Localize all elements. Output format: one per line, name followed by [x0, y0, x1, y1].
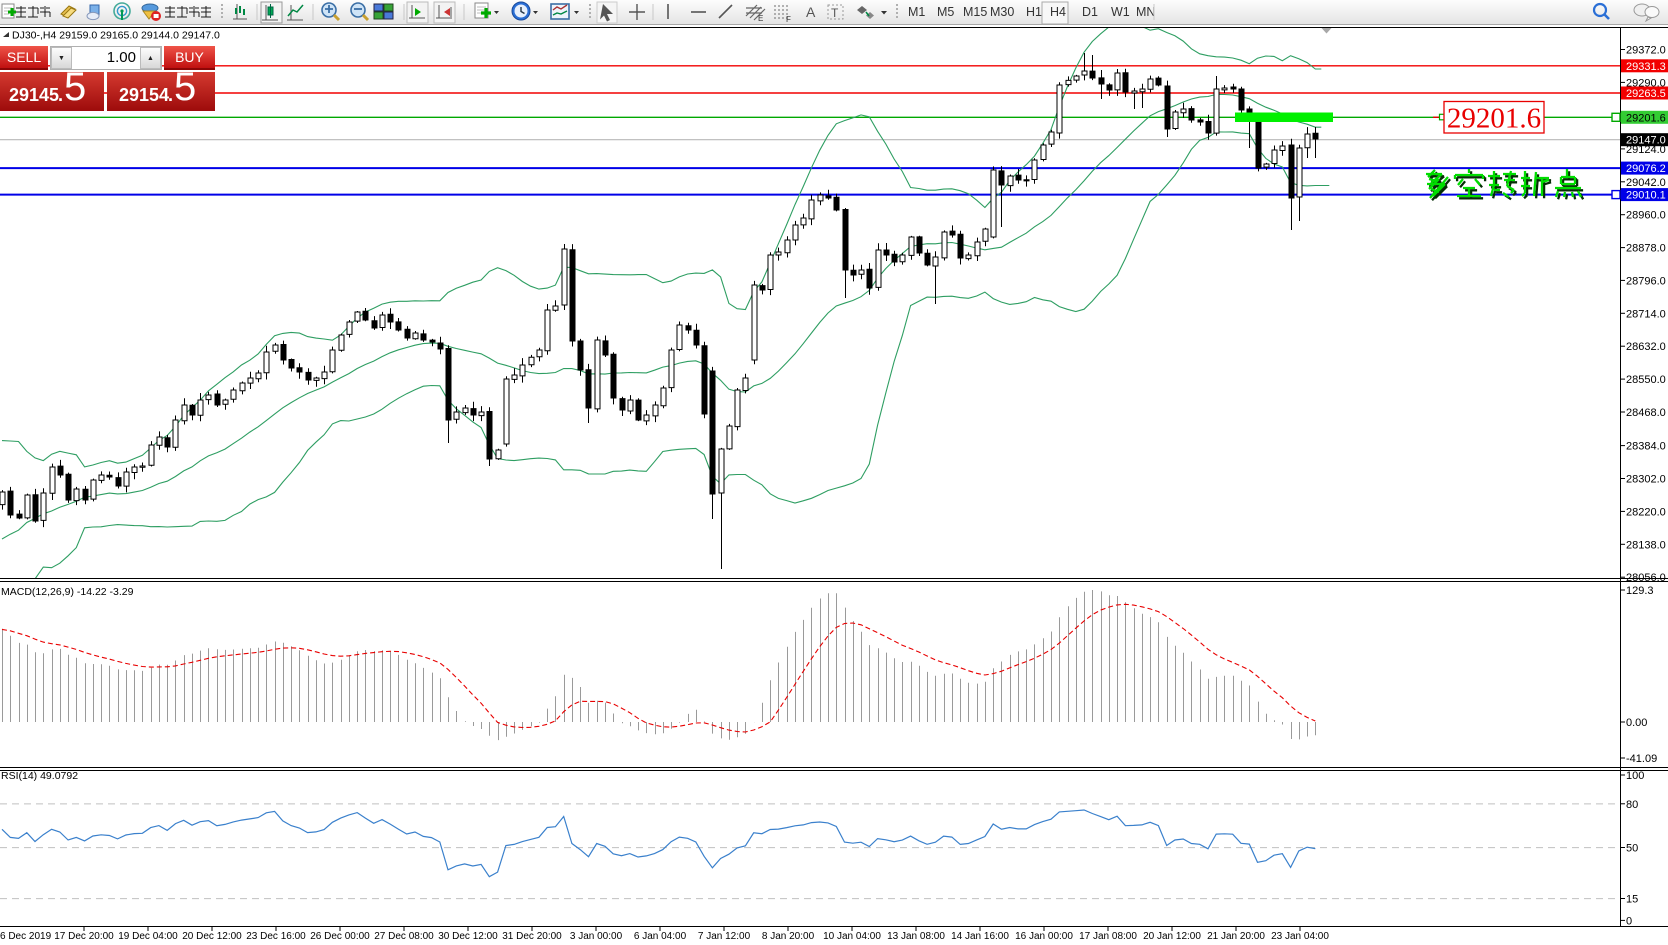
svg-text:31 Dec 20:00: 31 Dec 20:00	[502, 931, 562, 942]
svg-text:RSI(14) 49.0792: RSI(14) 49.0792	[1, 770, 78, 782]
svg-text:20 Jan 12:00: 20 Jan 12:00	[1143, 931, 1201, 942]
svg-text:80: 80	[1626, 799, 1638, 811]
svg-text:MN: MN	[1136, 5, 1155, 19]
svg-text:3 Jan 00:00: 3 Jan 00:00	[570, 931, 623, 942]
svg-text:DJ30-,H4 29159.0 29165.0 2914: DJ30-,H4 29159.0 29165.0 29144.0 29147.0	[12, 30, 220, 42]
svg-text:M15: M15	[963, 5, 987, 19]
svg-text:D1: D1	[1082, 5, 1098, 19]
svg-text:21 Jan 20:00: 21 Jan 20:00	[1207, 931, 1265, 942]
svg-text:10 Jan 04:00: 10 Jan 04:00	[823, 931, 881, 942]
svg-text:17 Jan 08:00: 17 Jan 08:00	[1079, 931, 1137, 942]
svg-text:29042.0: 29042.0	[1626, 177, 1666, 189]
svg-text:29372.0: 29372.0	[1626, 45, 1666, 57]
svg-text:M30: M30	[990, 5, 1014, 19]
svg-text:17 Dec 20:00: 17 Dec 20:00	[54, 931, 114, 942]
svg-text:29010.1: 29010.1	[1626, 190, 1666, 202]
svg-text:6 Dec 2019: 6 Dec 2019	[0, 931, 52, 942]
svg-text:29201.6: 29201.6	[1447, 103, 1541, 135]
svg-text:M5: M5	[937, 5, 954, 19]
svg-text:-41.09: -41.09	[1626, 753, 1657, 765]
svg-text:28138.0: 28138.0	[1626, 539, 1666, 551]
svg-text:28056.0: 28056.0	[1626, 572, 1666, 584]
svg-text:30 Dec 12:00: 30 Dec 12:00	[438, 931, 498, 942]
svg-text:29124.0: 29124.0	[1626, 144, 1666, 156]
svg-text:28878.0: 28878.0	[1626, 243, 1666, 255]
svg-text:29076.2: 29076.2	[1626, 163, 1666, 175]
svg-text:13 Jan 08:00: 13 Jan 08:00	[887, 931, 945, 942]
svg-text:23 Dec 16:00: 23 Dec 16:00	[246, 931, 306, 942]
svg-text:28960.0: 28960.0	[1626, 210, 1666, 222]
svg-text:8 Jan 20:00: 8 Jan 20:00	[762, 931, 815, 942]
svg-text:100: 100	[1626, 770, 1644, 782]
svg-text:T: T	[831, 6, 839, 20]
svg-text:26 Dec 00:00: 26 Dec 00:00	[310, 931, 370, 942]
svg-text:28796.0: 28796.0	[1626, 275, 1666, 287]
svg-text:50: 50	[1626, 843, 1638, 855]
svg-text:14 Jan 16:00: 14 Jan 16:00	[951, 931, 1009, 942]
svg-text:MACD(12,26,9) -14.22 -3.29: MACD(12,26,9) -14.22 -3.29	[1, 586, 134, 598]
svg-text:129.3: 129.3	[1626, 585, 1654, 597]
svg-text:29331.3: 29331.3	[1626, 61, 1666, 73]
svg-text:27 Dec 08:00: 27 Dec 08:00	[374, 931, 434, 942]
svg-text:28714.0: 28714.0	[1626, 308, 1666, 320]
svg-text:29201.6: 29201.6	[1626, 112, 1666, 124]
svg-text:7 Jan 12:00: 7 Jan 12:00	[698, 931, 751, 942]
svg-text:A: A	[806, 4, 816, 20]
svg-text:29263.5: 29263.5	[1626, 88, 1666, 100]
svg-text:6 Jan 04:00: 6 Jan 04:00	[634, 931, 687, 942]
svg-text:15: 15	[1626, 894, 1638, 906]
svg-text:28220.0: 28220.0	[1626, 506, 1666, 518]
svg-text:M1: M1	[908, 5, 925, 19]
svg-text:28384.0: 28384.0	[1626, 441, 1666, 453]
svg-text:19 Dec 04:00: 19 Dec 04:00	[118, 931, 178, 942]
svg-text:23 Jan 04:00: 23 Jan 04:00	[1271, 931, 1329, 942]
svg-text:28632.0: 28632.0	[1626, 341, 1666, 353]
svg-text:E: E	[758, 14, 763, 23]
svg-text:29147.0: 29147.0	[1626, 135, 1666, 147]
svg-text:0.00: 0.00	[1626, 717, 1647, 729]
svg-text:29290.0: 29290.0	[1626, 77, 1666, 89]
svg-text:0: 0	[1626, 915, 1632, 927]
svg-text:W1: W1	[1111, 5, 1130, 19]
svg-text:28550.0: 28550.0	[1626, 374, 1666, 386]
svg-text:28302.0: 28302.0	[1626, 474, 1666, 486]
svg-text:H1: H1	[1026, 5, 1042, 19]
svg-text:H4: H4	[1050, 5, 1066, 19]
svg-text:F: F	[786, 15, 791, 24]
svg-text:20 Dec 12:00: 20 Dec 12:00	[182, 931, 242, 942]
svg-text:16 Jan 00:00: 16 Jan 00:00	[1015, 931, 1073, 942]
svg-text:28468.0: 28468.0	[1626, 407, 1666, 419]
